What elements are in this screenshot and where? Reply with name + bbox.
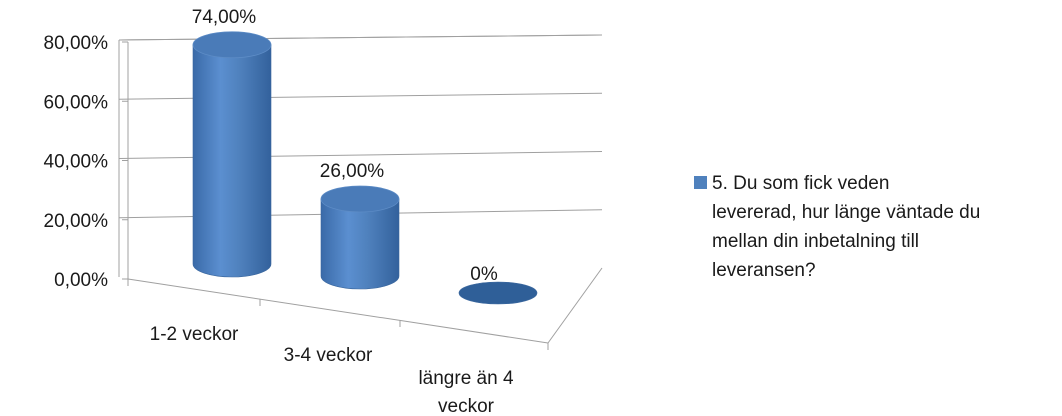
data-label: 26,00% — [320, 161, 385, 182]
gridline — [118, 34, 603, 41]
floor-right-edge — [547, 267, 603, 344]
category-label: längre än 4 veckor — [418, 368, 514, 416]
y-tick-label: 0,00% — [54, 270, 108, 291]
legend: 5. Du som fick veden levererad, hur länge… — [694, 173, 980, 281]
bar-body — [192, 44, 272, 278]
bar — [192, 31, 272, 278]
legend-swatch — [694, 176, 707, 189]
y-axis-ticks: 0,00% 20,00% 40,00% 60,00% 80,00% — [44, 33, 128, 291]
category-label: 1-2 veckor — [150, 324, 239, 345]
x-axis-ticks — [127, 279, 549, 350]
y-tick-label: 20,00% — [44, 211, 109, 232]
bars — [192, 31, 538, 305]
y-tick-label: 40,00% — [44, 152, 109, 173]
data-label: 0% — [470, 264, 498, 285]
bar-top — [458, 281, 538, 305]
bar — [458, 281, 538, 305]
bar-top — [192, 31, 272, 59]
data-label: 74,00% — [192, 7, 257, 28]
gridline — [118, 92, 603, 100]
plot-area: 0,00% 20,00% 40,00% 60,00% 80,00% 74,00% 26,0… — [44, 7, 603, 416]
bar-body — [320, 198, 400, 290]
y-tick-label: 80,00% — [44, 33, 109, 54]
category-label: 3-4 veckor — [284, 345, 373, 366]
data-labels: 74,00% 26,00% 0% — [192, 7, 498, 285]
floor-front-edge — [127, 278, 549, 344]
bar — [320, 185, 400, 290]
y-tick-label: 60,00% — [44, 92, 109, 113]
bar-top — [320, 185, 400, 213]
legend-entry: 5. Du som fick veden levererad, hur länge… — [712, 173, 980, 281]
category-labels: 1-2 veckor 3-4 veckor längre än 4 veckor — [150, 324, 514, 416]
gridline — [118, 151, 603, 159]
